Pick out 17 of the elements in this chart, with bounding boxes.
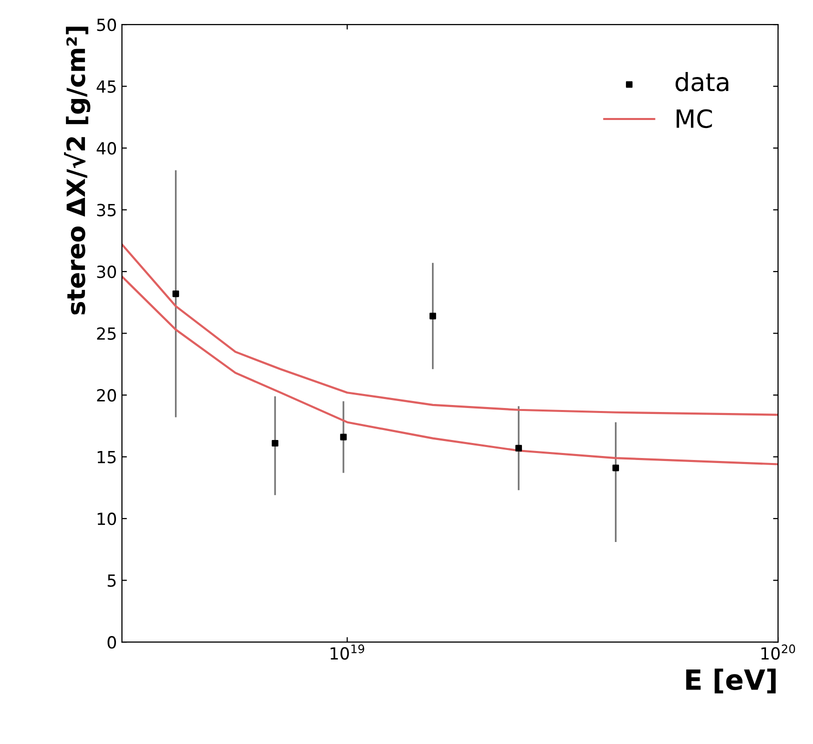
x-tick-label: 10$^{20}$ bbox=[761, 644, 796, 660]
y-tick-label: 20 bbox=[97, 389, 116, 402]
y-tick-label: 35 bbox=[97, 204, 116, 216]
x-tick-label: 10$^{19}$ bbox=[330, 644, 364, 660]
y-tick-label: 30 bbox=[97, 266, 116, 278]
x-axis-title: E [eV] bbox=[686, 668, 776, 694]
y-tick-label: 50 bbox=[97, 18, 116, 32]
legend-label: MC bbox=[676, 109, 712, 128]
y-tick-label: 25 bbox=[97, 327, 116, 340]
y-axis-title: stereo ΔX/√2 [g/cm²] bbox=[64, 26, 90, 314]
y-tick-label: 40 bbox=[96, 142, 116, 155]
y-tick-label: 5 bbox=[108, 574, 116, 587]
y-tick-label: 10 bbox=[98, 512, 116, 526]
y-tick-label: 15 bbox=[98, 450, 116, 464]
y-tick-label: 45 bbox=[96, 80, 116, 93]
legend-label: data bbox=[676, 72, 728, 92]
y-tick-label: 0 bbox=[108, 636, 116, 649]
